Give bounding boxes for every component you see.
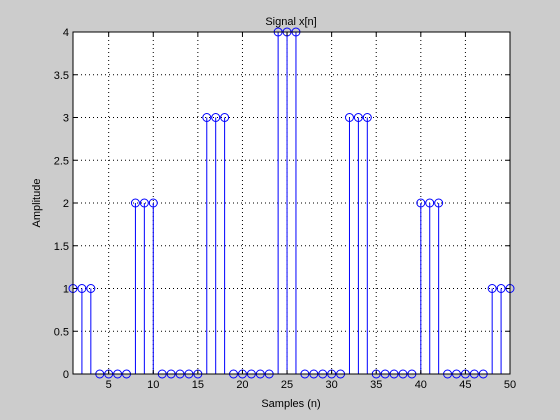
stem-marker [425,198,435,208]
stem-marker [220,113,230,122]
stem-marker [496,284,506,293]
x-tick-label: 25 [281,379,293,391]
x-tick-label: 5 [106,379,112,391]
stem-marker [487,284,497,293]
x-tick-label: 50 [504,379,516,391]
stem-marker [77,284,87,293]
stem-marker [130,198,140,208]
stem-marker [434,198,444,208]
y-tick-label: 4 [63,27,69,39]
stem-marker [148,198,158,208]
stem-marker [344,113,354,122]
x-tick-label: 15 [192,379,204,391]
y-tick-label: 2.5 [54,155,69,167]
y-tick-label: 0.5 [54,326,69,338]
stem-marker [353,113,363,122]
stem-marker [211,113,221,122]
y-axis-label: Amplitude [31,179,43,228]
x-tick-label: 20 [236,379,248,391]
y-tick-label: 0 [63,369,69,381]
plot-frame [72,31,511,375]
x-tick-label: 45 [459,379,471,391]
y-tick-label: 1.5 [54,241,69,253]
y-tick-label: 2 [63,198,69,210]
y-tick-label: 3.5 [54,70,69,82]
axis-ticks: 5 10 15 20 25 30 35 40 45 50 0 0.5 1 1.5 2 2.5 3 3.5 4 [54,27,516,391]
stem-marker [202,113,212,122]
x-axis-label: Samples (n) [261,398,320,410]
x-tick-label: 30 [326,379,338,391]
stem-marker [362,113,372,122]
stem-marker [139,198,149,208]
chart-title: Signal x[n] [265,16,316,28]
y-tick-label: 3 [63,113,69,125]
x-tick-label: 40 [415,379,427,391]
y-tick-label: 1 [63,284,69,296]
plot-area [73,32,510,374]
x-tick-label: 10 [147,379,159,391]
stem-marker [416,198,426,208]
x-tick-label: 35 [370,379,382,391]
stem-marker [86,284,96,293]
